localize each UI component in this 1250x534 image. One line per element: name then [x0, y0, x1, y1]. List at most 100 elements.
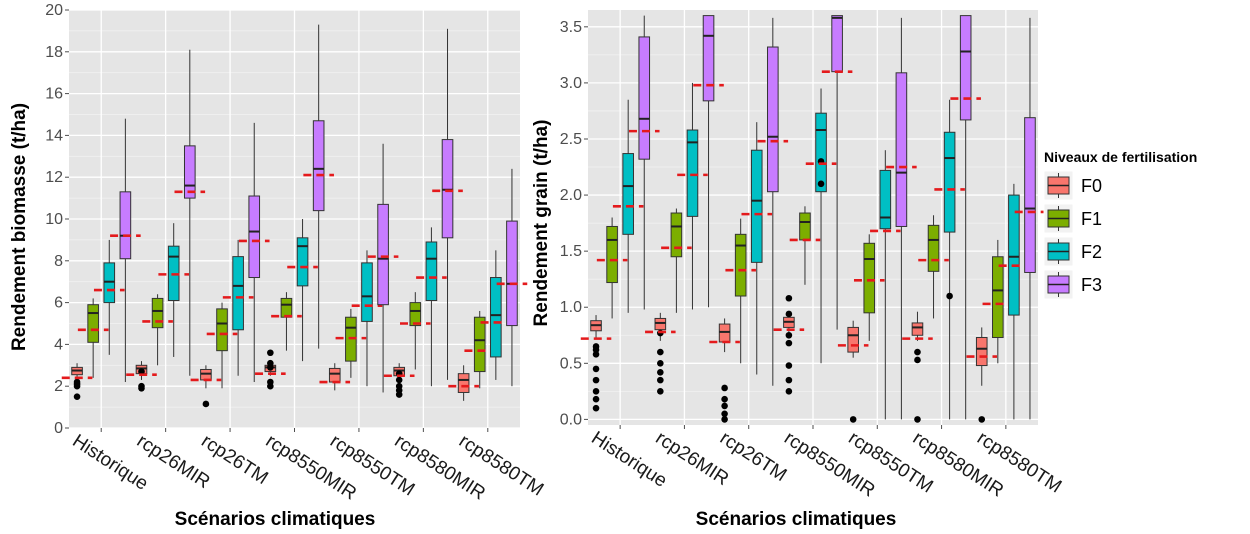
box-F1-rcp8550MIR — [271, 292, 302, 351]
box-iqr — [248, 195, 261, 279]
box-iqr — [119, 191, 132, 260]
box-F1-Historique — [77, 298, 109, 378]
outlier-point — [138, 382, 145, 390]
box-iqr — [377, 203, 389, 306]
outlier-point — [946, 292, 953, 300]
box-F3-Historique — [110, 118, 141, 383]
outlier-point — [657, 360, 664, 367]
box-iqr — [473, 316, 486, 373]
box-F2-rcp8580MIR — [416, 227, 447, 387]
box-iqr — [296, 237, 309, 287]
outlier-point — [267, 349, 274, 357]
outlier-point — [73, 378, 81, 386]
y-tick-label: 3.5 — [560, 19, 582, 36]
grain-panel: 0.0 0.5 1.0 1.5 2.0 2.5 3.0 3.5 Historiquercp26… — [531, 10, 1065, 530]
box-F2-rcp26TM — [222, 239, 254, 376]
box-iqr — [943, 131, 956, 233]
box-iqr — [863, 242, 876, 314]
box-F0-rcp8550TM — [837, 320, 869, 423]
biomass-y-axis-label: Rendement biomasse (t/ha) — [9, 103, 30, 351]
y-tick-label: 18 — [45, 44, 63, 61]
legend-label: F0 — [1081, 176, 1102, 196]
box-iqr — [606, 225, 618, 284]
y-tick-label: 1.5 — [560, 243, 582, 260]
y-tick-label: 3.0 — [560, 75, 582, 92]
outlier-point — [267, 378, 274, 386]
box-F1-rcp26MIR — [661, 208, 692, 313]
legend-label: F2 — [1081, 242, 1102, 262]
biomass-boxes — [61, 24, 528, 408]
box-F2-rcp8580TM — [480, 250, 512, 380]
legend-item-F2: F2 — [1043, 236, 1102, 267]
y-tick-label: 2.5 — [560, 131, 582, 148]
box-F1-rcp8580MIR — [918, 215, 949, 319]
box-iqr — [992, 256, 1004, 339]
box-F1-rcp8580TM — [982, 239, 1014, 364]
box-F3-rcp8580MIR — [950, 15, 981, 420]
biomass-y-ticks: 0 2 4 6 8 10 12 14 16 18 20 — [45, 2, 69, 437]
box-F2-rcp26TM — [741, 122, 773, 375]
y-tick-label: 6 — [54, 295, 63, 312]
box-F2-Historique — [612, 99, 644, 313]
y-tick-label: 20 — [45, 2, 63, 19]
box-F2-rcp8580MIR — [934, 99, 965, 420]
outlier-point — [73, 393, 81, 400]
outlier-point — [395, 382, 403, 390]
box-F3-rcp26TM — [757, 17, 789, 386]
box-F1-rcp26MIR — [142, 294, 173, 366]
box-iqr — [151, 297, 164, 329]
box-F3-rcp26TM — [238, 122, 270, 383]
y-tick-label: 8 — [54, 253, 63, 270]
y-tick-label: 2.0 — [560, 187, 582, 204]
legend-item-F1: F1 — [1043, 203, 1102, 234]
box-F1-rcp8580MIR — [400, 292, 431, 370]
box-F3-rcp8550TM — [367, 143, 399, 393]
box-F3-rcp8550MIR — [303, 24, 334, 349]
box-F2-Historique — [93, 239, 125, 355]
box-iqr — [441, 139, 454, 239]
box-iqr — [506, 220, 518, 327]
box-F3-rcp8580TM — [496, 168, 528, 387]
outlier-point — [914, 348, 921, 356]
outlier-point — [721, 402, 728, 410]
box-F0-rcp26MIR — [645, 312, 676, 395]
box-F3-Historique — [628, 15, 660, 310]
box-iqr — [232, 256, 244, 331]
outlier-point — [592, 365, 600, 373]
y-tick-label: 0 — [54, 420, 63, 437]
box-iqr — [312, 120, 325, 212]
box-iqr — [975, 337, 988, 367]
box-F1-rcp8550MIR — [789, 206, 821, 285]
box-iqr — [686, 129, 699, 217]
outlier-point — [721, 395, 728, 403]
legend-title: Niveaux de fertilisation — [1044, 149, 1197, 165]
box-F0-rcp26TM — [709, 318, 740, 423]
box-F2-rcp26MIR — [677, 82, 708, 310]
box-iqr — [879, 169, 892, 230]
box-F3-rcp8580MIR — [432, 28, 463, 380]
outlier-point — [592, 388, 600, 395]
box-F2-rcp8550MIR — [287, 219, 318, 362]
legend: Niveaux de fertilisation F0 F1 F2 F3 — [1043, 149, 1197, 300]
box-F0-rcp8550MIR — [773, 294, 805, 395]
outlier-point — [657, 388, 664, 395]
outlier-point — [785, 388, 793, 395]
box-F0-Historique — [580, 315, 612, 412]
box-iqr — [815, 112, 827, 193]
biomass-x-axis-label: Scénarios climatiques — [175, 509, 376, 530]
box-iqr — [216, 308, 228, 352]
box-iqr — [911, 322, 924, 336]
box-F0-rcp8580TM — [448, 365, 479, 401]
box-iqr — [200, 368, 212, 381]
outlier-point — [785, 294, 793, 302]
box-F0-rcp8580MIR — [902, 311, 933, 423]
outlier-point — [721, 416, 728, 423]
outlier-point — [395, 376, 403, 384]
box-iqr — [409, 302, 422, 327]
box-F2-rcp8550MIR — [805, 88, 837, 364]
box-iqr — [799, 212, 811, 241]
legend-label: F1 — [1081, 209, 1102, 229]
outlier-point — [978, 416, 986, 423]
y-tick-label: 4 — [54, 336, 63, 353]
box-F3-rcp8550TM — [886, 17, 917, 420]
